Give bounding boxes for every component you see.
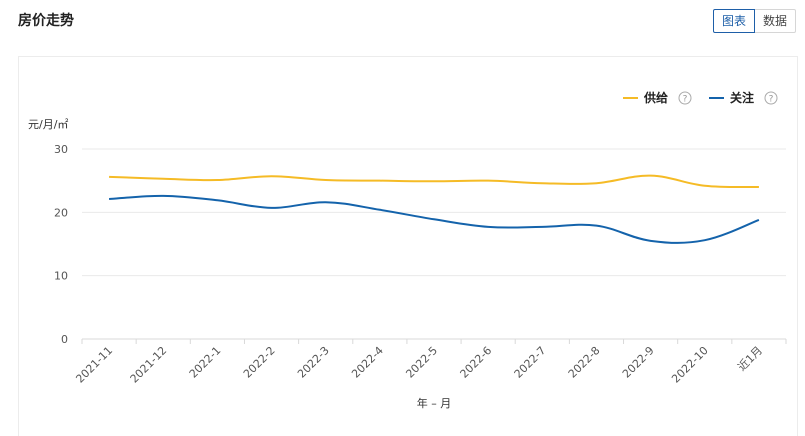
x-tick-label: 2022-8 xyxy=(566,344,603,381)
legend: 供给? 关注? xyxy=(623,90,778,105)
y-tick-label: 20 xyxy=(54,206,68,219)
data-point[interactable] xyxy=(269,205,275,211)
x-tick-label: 2022-5 xyxy=(403,344,440,381)
y-tick-label: 10 xyxy=(54,270,68,283)
data-point[interactable] xyxy=(702,183,708,189)
legend-label: 关注 xyxy=(730,90,754,105)
data-point[interactable] xyxy=(593,180,599,186)
x-axis-label: 年 – 月 xyxy=(417,396,452,410)
question-circle-icon[interactable]: ? xyxy=(764,91,778,105)
y-tick-label: 0 xyxy=(61,333,68,346)
x-tick-label: 2021-11 xyxy=(74,344,116,386)
legend-label: 供给 xyxy=(643,90,668,105)
chart-card: 0 10 20 30 2021-11 2021-12 2022-1 2022-2 2022-3… xyxy=(18,56,798,436)
x-tick-label: 2022-3 xyxy=(295,344,332,381)
data-point[interactable] xyxy=(756,184,762,190)
x-tick-label: 2021-12 xyxy=(128,344,170,386)
data-point[interactable] xyxy=(377,207,383,213)
data-point[interactable] xyxy=(431,216,437,222)
y-axis-label: 元/月/㎡ xyxy=(28,118,68,131)
x-tick-label: 2022-1 xyxy=(187,344,224,381)
page-title: 房价走势 xyxy=(18,13,74,29)
data-point[interactable] xyxy=(214,197,220,203)
data-view-button[interactable]: 数据 xyxy=(754,9,796,33)
data-point[interactable] xyxy=(539,224,545,230)
x-tick-label: 近1月 xyxy=(735,344,765,374)
data-point[interactable] xyxy=(323,177,329,183)
data-point[interactable] xyxy=(269,173,275,179)
y-axis: 0 10 20 30 xyxy=(54,143,68,346)
series-lines xyxy=(106,173,762,244)
x-tick-label: 2022-6 xyxy=(458,344,495,381)
data-point[interactable] xyxy=(485,178,491,184)
legend-item[interactable]: 关注? xyxy=(709,90,778,105)
x-axis: 2021-11 2021-12 2022-1 2022-2 2022-3 2022-4 20… xyxy=(74,339,787,386)
data-point[interactable] xyxy=(377,178,383,184)
data-point[interactable] xyxy=(485,224,491,230)
x-tick-label: 2022-10 xyxy=(669,344,711,386)
line-chart: 0 10 20 30 2021-11 2021-12 2022-1 2022-2 2022-3… xyxy=(28,90,787,410)
data-point[interactable] xyxy=(756,217,762,223)
data-point[interactable] xyxy=(539,180,545,186)
data-point[interactable] xyxy=(702,237,708,243)
chart-view-button[interactable]: 图表 xyxy=(712,9,755,33)
series-line-1 xyxy=(109,194,760,244)
y-tick-label: 30 xyxy=(54,143,68,156)
svg-text:?: ? xyxy=(769,95,774,105)
data-point[interactable] xyxy=(160,193,166,199)
data-point[interactable] xyxy=(593,223,599,229)
data-point[interactable] xyxy=(431,178,437,184)
series-line-0 xyxy=(109,174,759,189)
x-tick-label: 2022-4 xyxy=(349,344,386,381)
grid-lines xyxy=(82,148,786,340)
svg-text:?: ? xyxy=(683,95,688,105)
data-point[interactable] xyxy=(648,173,654,179)
data-point[interactable] xyxy=(106,174,112,180)
question-circle-icon[interactable]: ? xyxy=(678,91,692,105)
view-toggle: 图表 数据 xyxy=(712,9,796,33)
x-tick-label: 2022-7 xyxy=(512,344,549,381)
data-point[interactable] xyxy=(160,176,166,182)
legend-item[interactable]: 供给? xyxy=(623,90,692,105)
data-point[interactable] xyxy=(106,196,112,202)
data-point[interactable] xyxy=(648,238,654,244)
x-tick-label: 2022-9 xyxy=(620,344,657,381)
data-point[interactable] xyxy=(214,177,220,183)
data-point[interactable] xyxy=(323,199,329,205)
x-tick-label: 2022-2 xyxy=(241,344,278,381)
